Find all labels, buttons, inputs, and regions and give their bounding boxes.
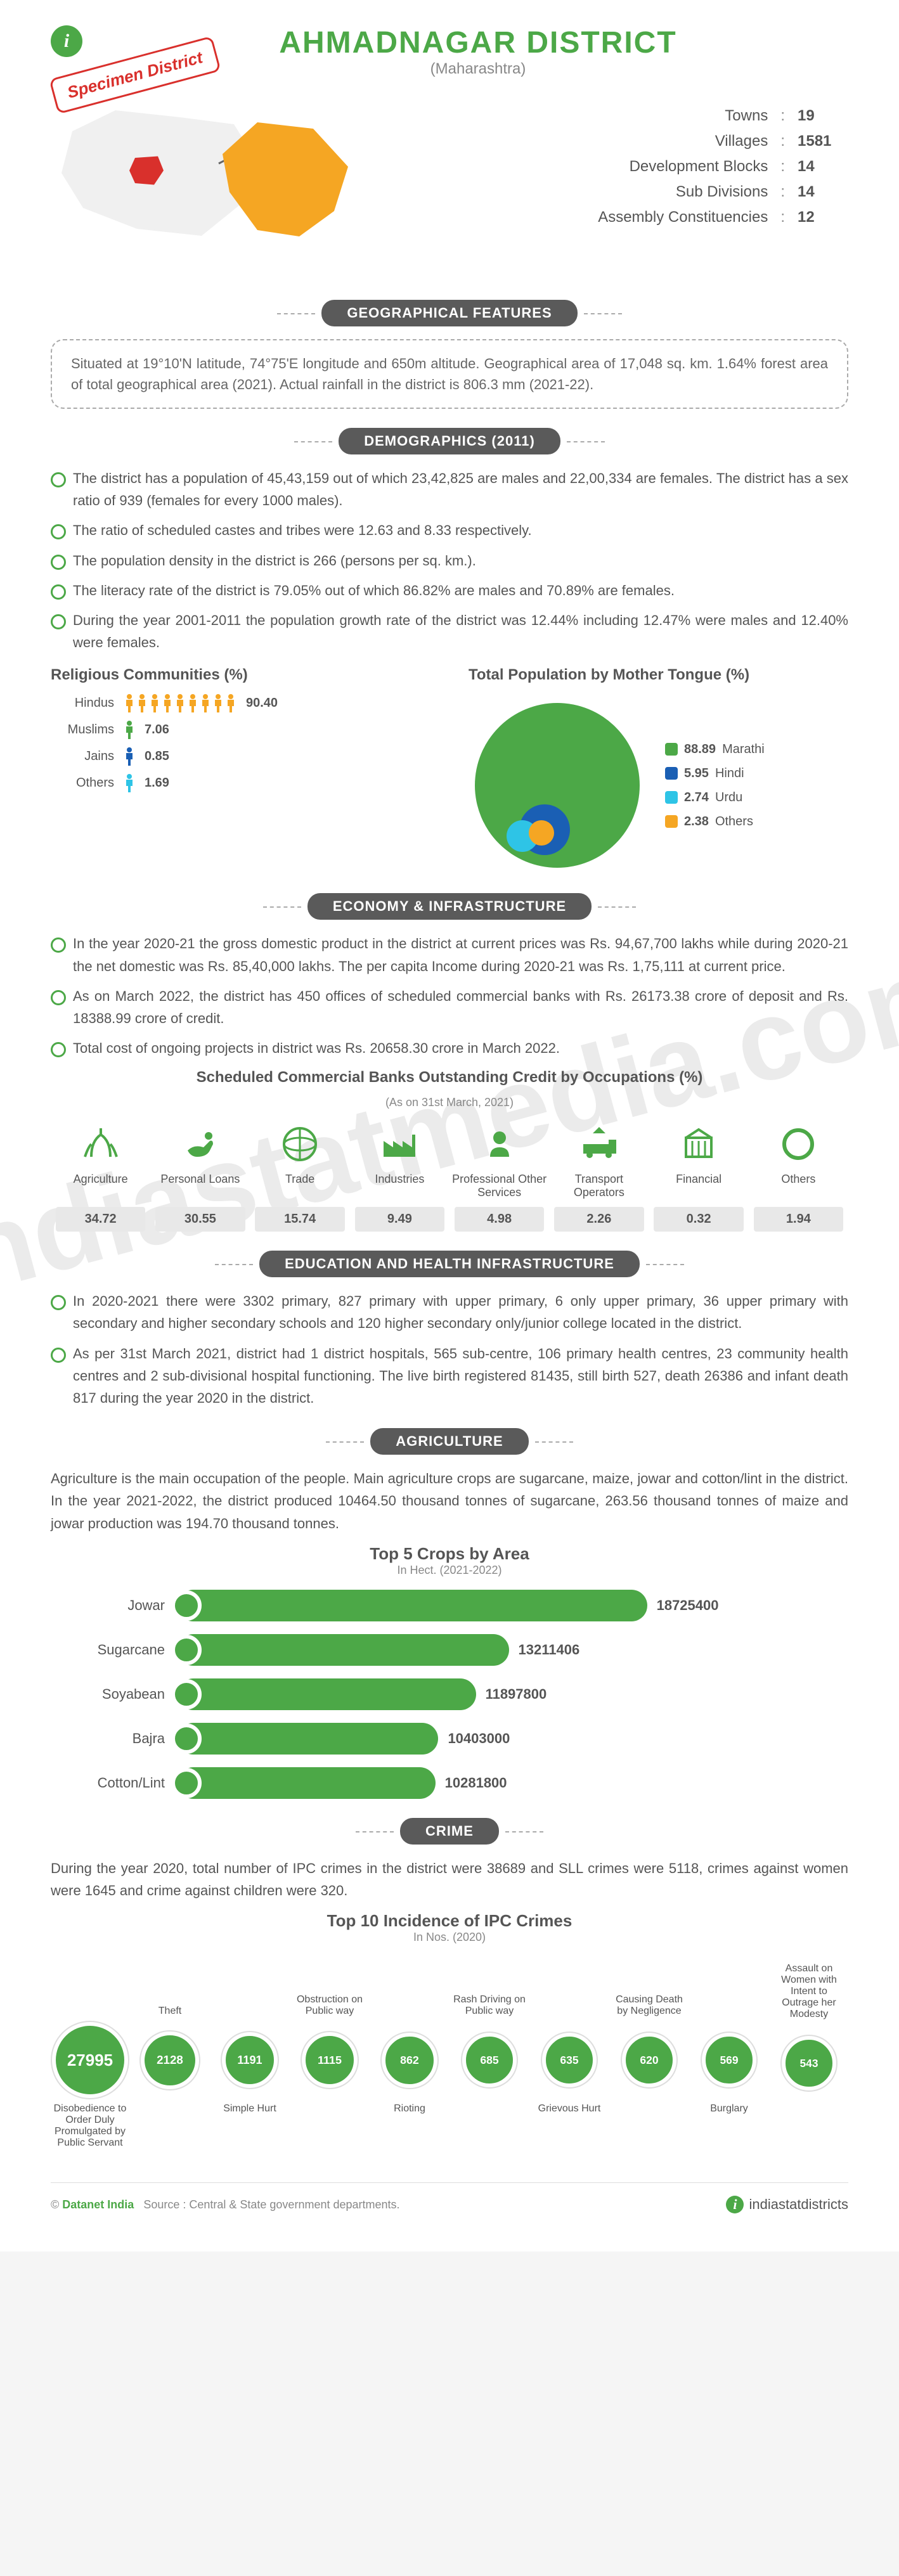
credit-item: Others1.94 (749, 1122, 848, 1232)
stat-row: Villages:1581 (406, 129, 848, 154)
religious-row: Hindus90.40 (51, 693, 430, 712)
religious-row: Jains0.85 (51, 747, 430, 766)
others-icon (776, 1122, 820, 1166)
logo-icon: i (726, 2196, 744, 2213)
crime-bubble-item: Theft2128 (130, 1966, 210, 2154)
bullet-item: During the year 2001-2011 the population… (51, 609, 848, 654)
credit-item: Trade15.74 (250, 1122, 350, 1232)
stat-row: Development Blocks:14 (406, 154, 848, 179)
industries-icon (377, 1122, 422, 1166)
page-footer: © Datanet India Source : Central & State… (51, 2182, 848, 2226)
legend-item: 2.38Others (665, 815, 765, 829)
district-title: AHMADNAGAR DISTRICT (108, 25, 848, 60)
professional-icon (477, 1122, 522, 1166)
credit-item: Financial0.32 (649, 1122, 749, 1232)
education-bullets: In 2020-2021 there were 3302 primary, 82… (51, 1290, 848, 1409)
crime-bubble-item: Obstruction on Public way1115 (290, 1966, 370, 2154)
agriculture-chart-title: Top 5 Crops by Area (51, 1544, 848, 1564)
mother-tongue-chart: Total Population by Mother Tongue (%) 88… (469, 666, 848, 874)
credit-chart: Agriculture34.72Personal Loans30.55Trade… (51, 1122, 848, 1232)
credit-item: Industries9.49 (350, 1122, 450, 1232)
economy-bullets: In the year 2020-21 the gross domestic p… (51, 932, 848, 1059)
stat-row: Assembly Constituencies:12 (406, 205, 848, 230)
credit-item: Transport Operators2.26 (549, 1122, 649, 1232)
bullet-item: As on March 2022, the district has 450 o… (51, 985, 848, 1029)
demographics-bullets: The district has a population of 45,43,1… (51, 467, 848, 654)
religious-row: Others1.69 (51, 773, 430, 792)
transport-icon (577, 1122, 621, 1166)
agriculture-text: Agriculture is the main occupation of th… (51, 1467, 848, 1535)
crime-text: During the year 2020, total number of IP… (51, 1857, 848, 1902)
agriculture-chart-subtitle: In Hect. (2021-2022) (51, 1564, 848, 1577)
crime-bubble-item: Rash Driving on Public way685 (450, 1966, 529, 2154)
crime-bubble-item: 569Burglary (689, 1966, 769, 2154)
agriculture-bar-row: Cotton/Lint10281800 (51, 1767, 848, 1799)
quick-stats: Towns:19Villages:1581Development Blocks:… (406, 103, 848, 230)
bullet-item: Total cost of ongoing projects in distri… (51, 1037, 848, 1059)
crime-bubble-item: 1191Simple Hurt (210, 1966, 290, 2154)
agriculture-bar-row: Bajra10403000 (51, 1723, 848, 1755)
crime-bubble-item: 27995Disobedience to Order Duly Promulga… (50, 1966, 130, 2154)
agriculture-bars: Jowar18725400 Sugarcane13211406 Soyabean11… (51, 1590, 848, 1799)
credit-item: Agriculture34.72 (51, 1122, 150, 1232)
credit-chart-subtitle: (As on 31st March, 2021) (51, 1096, 848, 1109)
section-header-agriculture: AGRICULTURE (51, 1428, 848, 1455)
stat-row: Sub Divisions:14 (406, 179, 848, 205)
section-header-economy: ECONOMY & INFRASTRUCTURE (51, 893, 848, 920)
personal-icon (178, 1122, 223, 1166)
credit-chart-title: Scheduled Commercial Banks Outstanding C… (51, 1069, 848, 1086)
crime-bubble-item: Causing Death by Negligence620 (609, 1966, 689, 2154)
credit-item: Personal Loans30.55 (150, 1122, 250, 1232)
bullet-item: The district has a population of 45,43,1… (51, 467, 848, 512)
crime-bubble-item: 862Rioting (370, 1966, 450, 2154)
agriculture-bar-row: Jowar18725400 (51, 1590, 848, 1621)
geo-text: Situated at 19°10'N latitude, 74°75'E lo… (51, 339, 848, 409)
district-map (51, 103, 368, 281)
bullet-item: The literacy rate of the district is 79.… (51, 579, 848, 602)
section-header-education: EDUCATION AND HEALTH INFRASTRUCTURE (51, 1251, 848, 1277)
bullet-item: The ratio of scheduled castes and tribes… (51, 519, 848, 541)
crime-bubble-item: Assault on Women with Intent to Outrage … (769, 1963, 849, 2157)
credit-item: Professional Other Services4.98 (450, 1122, 549, 1232)
crime-bubble-chart: 27995Disobedience to Order Duly Promulga… (51, 1963, 848, 2157)
religious-communities-chart: Religious Communities (%) Hindus90.40Mus… (51, 666, 430, 874)
trade-icon (278, 1122, 322, 1166)
bullet-item: As per 31st March 2021, district had 1 d… (51, 1343, 848, 1410)
agriculture-icon (79, 1122, 123, 1166)
legend-item: 5.95Hindi (665, 766, 765, 781)
bullet-item: The population density in the district i… (51, 550, 848, 572)
stat-row: Towns:19 (406, 103, 848, 129)
religious-row: Muslims7.06 (51, 720, 430, 739)
info-icon: i (51, 25, 82, 57)
legend-item: 88.89Marathi (665, 742, 765, 757)
section-header-demographics: DEMOGRAPHICS (2011) (51, 428, 848, 454)
bullet-item: In the year 2020-21 the gross domestic p… (51, 932, 848, 977)
crime-chart-subtitle: In Nos. (2020) (51, 1931, 848, 1944)
agriculture-bar-row: Sugarcane13211406 (51, 1634, 848, 1666)
legend-item: 2.74Urdu (665, 790, 765, 805)
section-header-geo: GEOGRAPHICAL FEATURES (51, 300, 848, 326)
crime-chart-title: Top 10 Incidence of IPC Crimes (51, 1911, 848, 1931)
financial-icon (676, 1122, 721, 1166)
footer-logo: i indiastatdistricts (726, 2196, 848, 2213)
section-header-crime: CRIME (51, 1818, 848, 1845)
bullet-item: In 2020-2021 there were 3302 primary, 82… (51, 1290, 848, 1334)
crime-bubble-item: 635Grievous Hurt (529, 1966, 609, 2154)
agriculture-bar-row: Soyabean11897800 (51, 1678, 848, 1710)
